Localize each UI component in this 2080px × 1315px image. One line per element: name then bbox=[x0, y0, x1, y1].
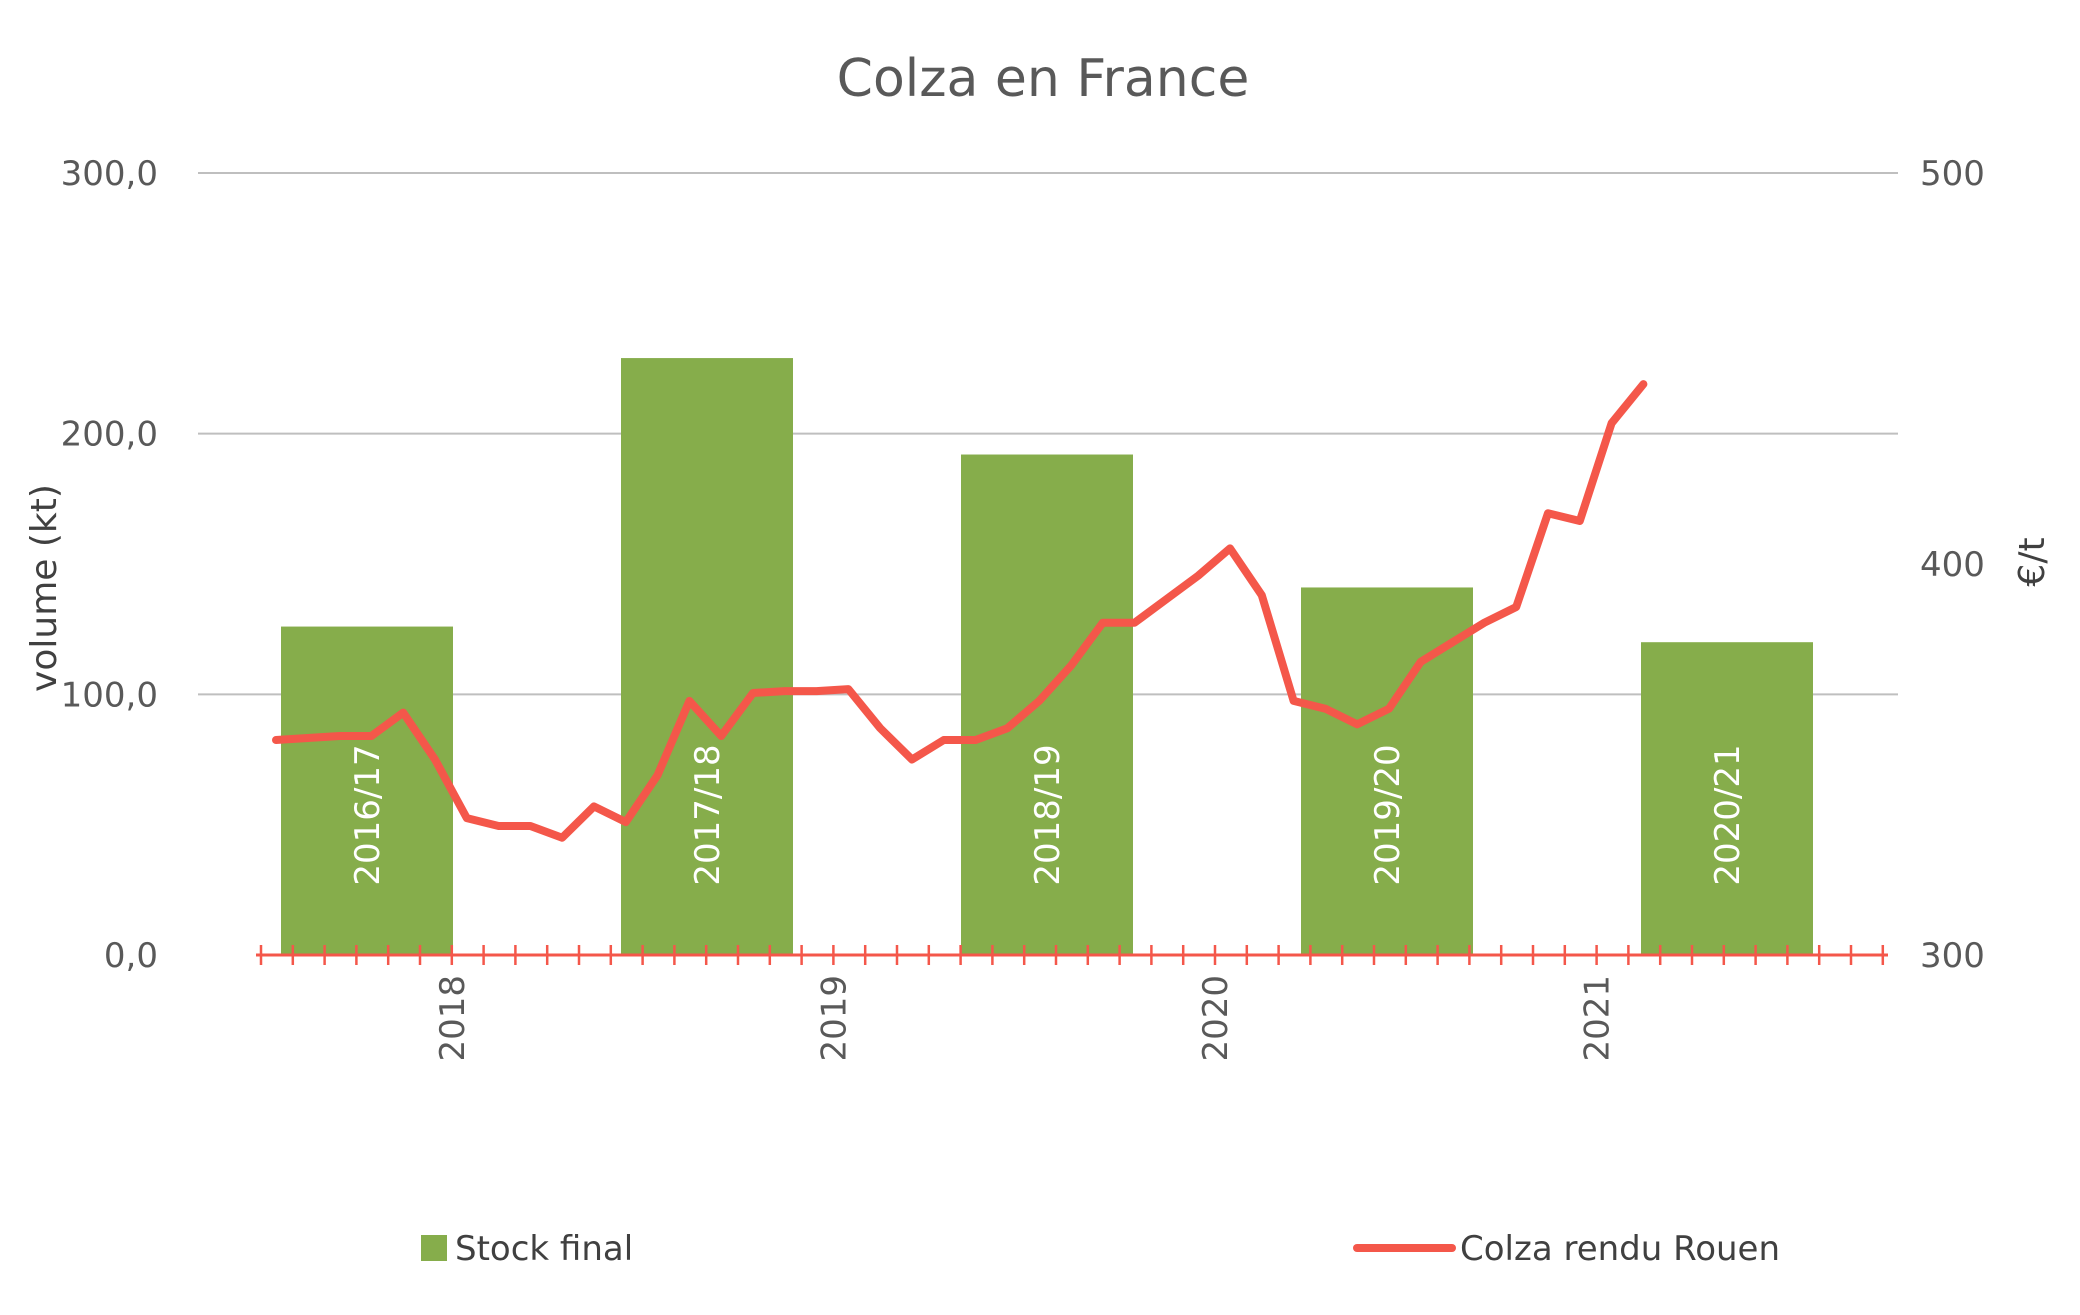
bar-label: 2020/21 bbox=[1708, 744, 1748, 885]
right-tick-label: 500 bbox=[1920, 154, 1985, 194]
bar bbox=[281, 626, 453, 955]
legend: Stock final Colza rendu Rouen bbox=[421, 1229, 1780, 1269]
bar-label: 2019/20 bbox=[1368, 744, 1408, 885]
right-tick-label: 300 bbox=[1920, 936, 1985, 976]
bar bbox=[961, 454, 1133, 955]
left-tick-label: 200,0 bbox=[61, 415, 158, 455]
left-tick-label: 100,0 bbox=[61, 675, 158, 715]
x-tick-label: 2019 bbox=[814, 975, 854, 1062]
x-axis-ticks: 2018 2019 2020 2021 bbox=[259, 945, 1885, 1062]
right-axis-ticks: 300 400 500 bbox=[1920, 154, 1985, 976]
left-axis-label: volume (kt) bbox=[24, 484, 65, 692]
legend-label-bars: Stock final bbox=[455, 1229, 633, 1269]
right-tick-label: 400 bbox=[1920, 545, 1985, 585]
left-tick-label: 0,0 bbox=[104, 936, 158, 976]
bar bbox=[1641, 642, 1813, 955]
line-path bbox=[272, 380, 1648, 842]
x-tick-label: 2018 bbox=[433, 975, 473, 1062]
bars-series: 2016/17 2017/18 2018/19 2019/20 2020/21 bbox=[281, 358, 1813, 955]
right-axis-label: €/t bbox=[2012, 537, 2053, 586]
chart-title: Colza en France bbox=[837, 49, 1250, 109]
bar-label: 2016/17 bbox=[348, 744, 388, 885]
left-tick-label: 300,0 bbox=[61, 154, 158, 194]
bar-label: 2018/19 bbox=[1028, 744, 1068, 885]
legend-swatch-bars bbox=[421, 1235, 447, 1261]
legend-label-line: Colza rendu Rouen bbox=[1460, 1229, 1780, 1269]
bar-label: 2017/18 bbox=[688, 744, 728, 885]
x-tick-label: 2021 bbox=[1578, 975, 1618, 1062]
bar bbox=[621, 358, 793, 955]
x-tick-label: 2020 bbox=[1196, 975, 1236, 1062]
left-axis-ticks: 0,0 100,0 200,0 300,0 bbox=[61, 154, 158, 976]
line-series bbox=[272, 380, 1648, 842]
